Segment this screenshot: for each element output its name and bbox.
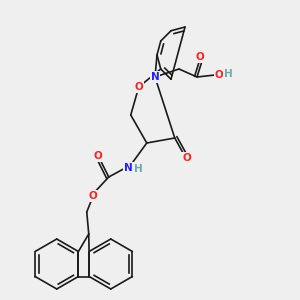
Text: H: H	[224, 69, 232, 79]
Text: N: N	[151, 72, 159, 82]
Text: O: O	[214, 70, 224, 80]
Text: O: O	[196, 52, 204, 62]
Text: N: N	[124, 163, 133, 173]
Text: O: O	[93, 151, 102, 161]
Text: O: O	[182, 153, 191, 163]
Text: H: H	[134, 164, 143, 174]
Text: O: O	[134, 82, 143, 92]
Text: O: O	[88, 191, 97, 201]
